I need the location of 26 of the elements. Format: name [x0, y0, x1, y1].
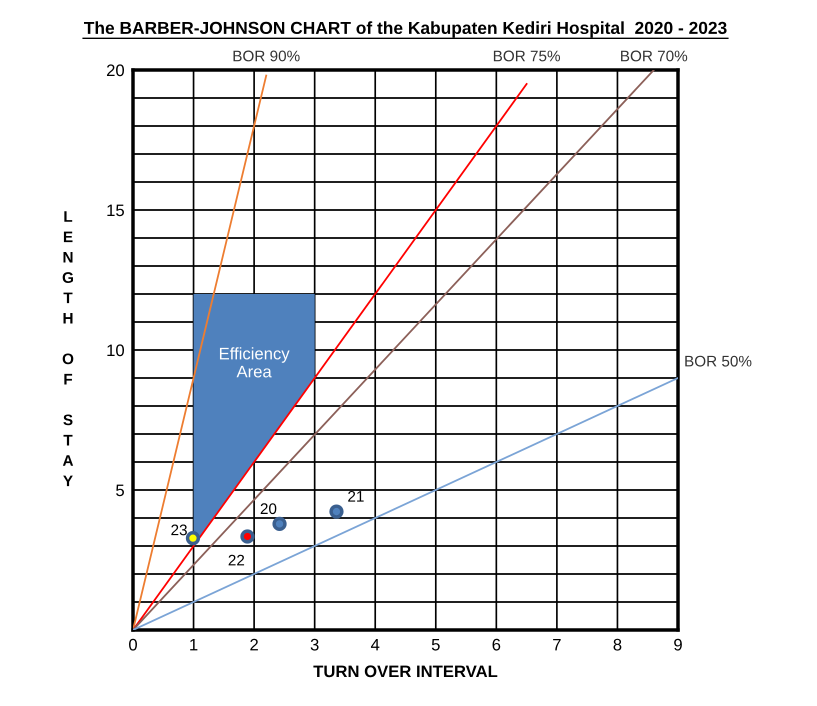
x-tick-label: 8: [614, 638, 622, 651]
x-tick-label: 2: [250, 638, 258, 650]
annotation: 20: [260, 503, 276, 514]
chart-title: The BARBER-JOHNSON CHART of the Kabupaten Kediri Hospital 2020 - 2023: [84, 21, 727, 38]
text: LENGTH OF STAY: [62, 211, 74, 486]
series-label: BOR 50%: [685, 356, 752, 367]
x-tick-label: 7: [553, 638, 561, 650]
x-tick-label: 0: [129, 638, 137, 651]
annotation: 23: [171, 524, 187, 536]
x-tick-label: 9: [674, 638, 682, 651]
series-label: BOR 75%: [494, 50, 560, 62]
series-label: BOR 70%: [621, 50, 688, 62]
y-tick-label: 15: [107, 204, 124, 216]
y-tick-label: 5: [116, 484, 124, 496]
x-tick-label: 5: [432, 638, 440, 651]
x-tick-label: 1: [190, 638, 198, 650]
series-label: Efficiency Area: [220, 347, 290, 378]
y-tick-label: 10: [107, 344, 124, 356]
x-tick-label: 6: [492, 638, 500, 651]
x-tick-label: 4: [370, 638, 380, 650]
annotation: 22: [228, 554, 244, 566]
x-axis-title: TURN OVER INTERVAL: [313, 665, 498, 678]
x-tick-label: 3: [310, 638, 319, 651]
y-tick-label: 20: [106, 64, 124, 76]
annotation: 21: [348, 490, 364, 502]
series-label: BOR 90%: [234, 50, 300, 62]
